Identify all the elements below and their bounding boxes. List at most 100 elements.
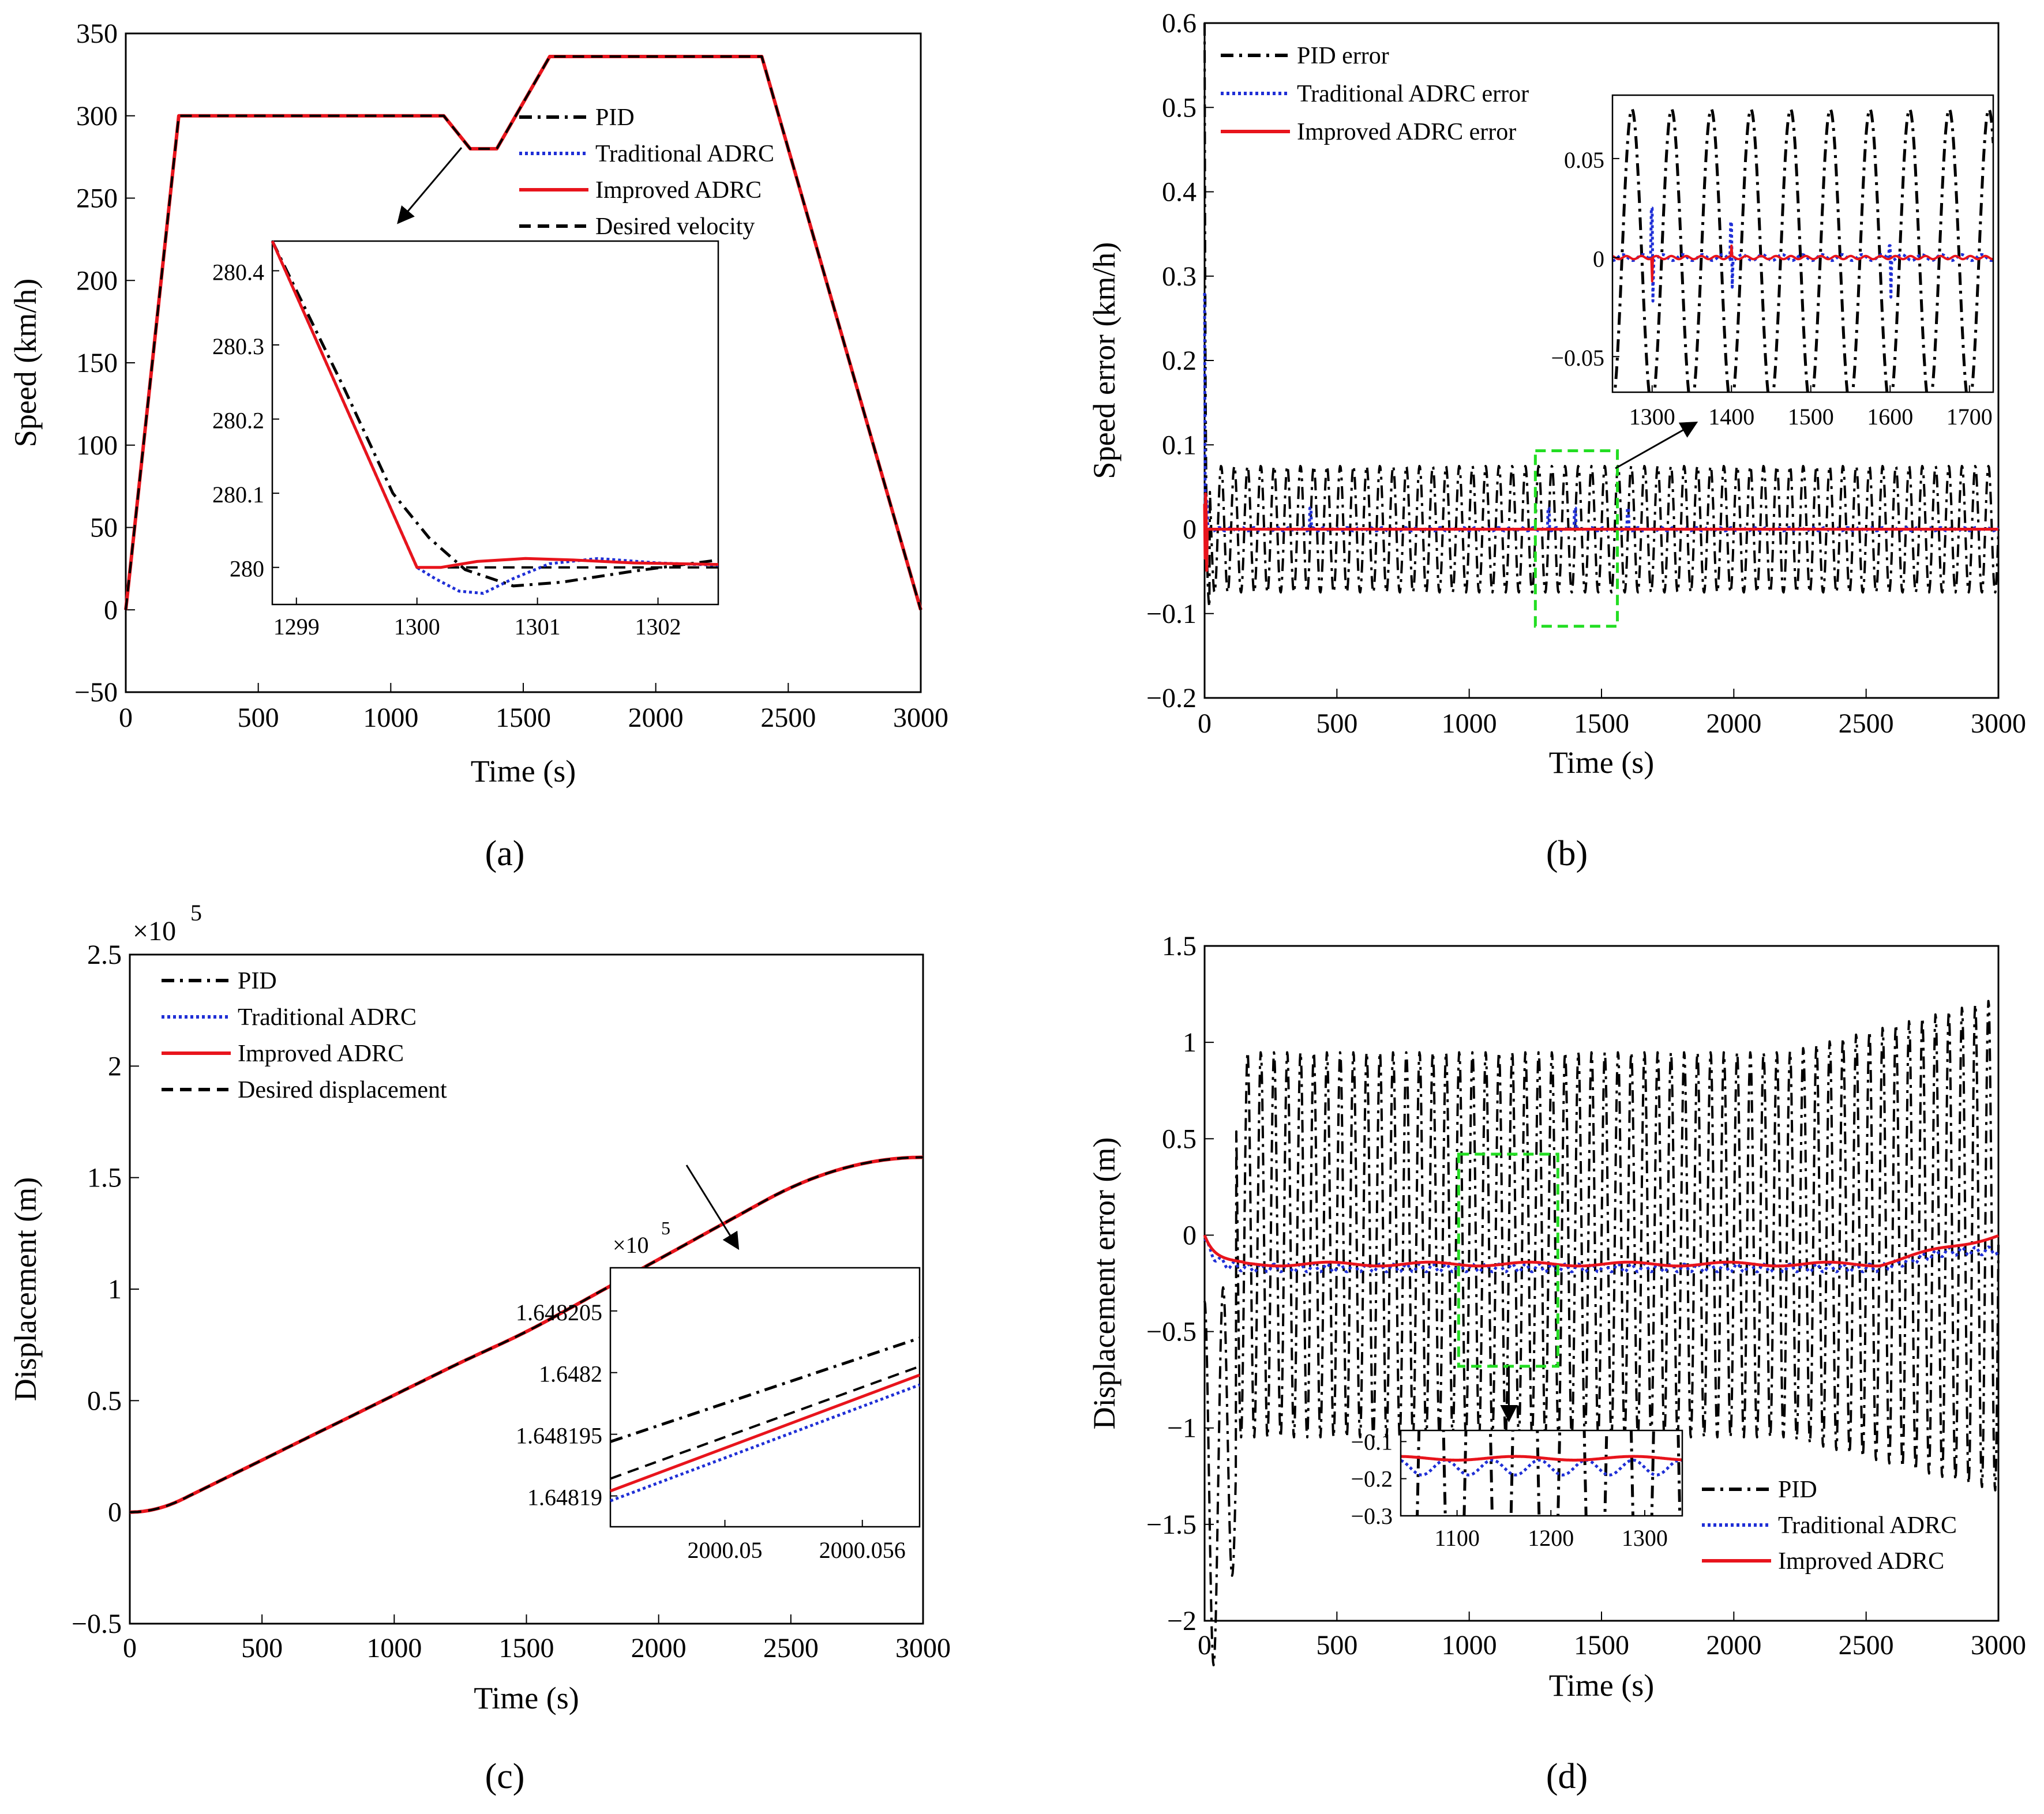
x-tick-label: 3000: [1971, 708, 2026, 739]
inset-y-tick-label: 0.05: [1564, 147, 1604, 173]
y-tick-label: 0.6: [1162, 8, 1197, 39]
y-tick-label: −0.2: [1146, 683, 1197, 713]
inset-series-improved-adrc: [1401, 1455, 1682, 1462]
series-improved-adrc-error: [1203, 492, 2000, 572]
panel-b: 0 500 1000 1500 2000 2500 3000 −0.2 −0.1 0 0.1 0.2 0…: [1087, 8, 2026, 873]
inset-series-pid: [271, 240, 719, 588]
y-axis-label: Displacement (m): [8, 1177, 43, 1401]
inset-x-tick-label: 1500: [1788, 404, 1834, 430]
y-tick-label: 0.3: [1162, 261, 1197, 292]
legend-label-traditional-adrc-error: Traditional ADRC error: [1297, 81, 1529, 107]
inset-exponent: ×10: [613, 1232, 649, 1258]
y-tick-label: 2.5: [87, 940, 122, 970]
inset-y-tick-label: −0.1: [1351, 1429, 1393, 1455]
x-tick-label: 1500: [496, 703, 551, 733]
x-tick-label: 2500: [763, 1633, 819, 1663]
x-tick-label: 500: [241, 1633, 283, 1663]
inset-y-tick-label: 1.648205: [516, 1300, 602, 1325]
y-tick-label: 2: [108, 1051, 122, 1081]
y-axis-exponent-power: 5: [190, 900, 202, 926]
x-axis-label: Time (s): [474, 1681, 579, 1715]
inset-x-tick-label: 1600: [1867, 404, 1913, 430]
inset-axes-box: [1400, 1429, 1683, 1517]
x-tick-label: 0: [1198, 708, 1212, 739]
x-tick-label: 1500: [499, 1633, 554, 1663]
inset-series-pid: [610, 1336, 920, 1443]
y-axis-exponent: ×10: [133, 916, 176, 947]
y-tick-label: −1.5: [1146, 1509, 1197, 1540]
y-tick-label: 0.2: [1162, 345, 1197, 376]
x-tick-label: 2500: [1839, 1630, 1894, 1661]
y-tick-label: −50: [74, 677, 118, 708]
legend-label-improved-adrc: Improved ADRC: [1778, 1548, 1944, 1575]
inset-x-tick-label: 1300: [1622, 1525, 1668, 1551]
y-tick-label: 0.5: [1162, 92, 1197, 123]
y-tick-label: 0: [108, 1497, 122, 1528]
x-tick-label: 2000: [1706, 1630, 1761, 1661]
inset-series-traditional-adrc-error: [1612, 206, 1993, 303]
x-tick-label: 3000: [895, 1633, 951, 1663]
legend-label-desired-displacement: Desired displacement: [238, 1077, 447, 1103]
y-tick-label: −0.1: [1146, 599, 1197, 629]
y-tick-label: 0.1: [1162, 430, 1197, 460]
legend-label-pid-error: PID error: [1297, 43, 1389, 69]
inset-background: [272, 241, 718, 604]
y-tick-label: 0: [1183, 1220, 1197, 1250]
y-tick-label: 1: [1183, 1027, 1197, 1058]
inset-series-improved-adrc: [271, 240, 719, 569]
x-tick-label: 500: [1316, 708, 1357, 739]
panel-label: (d): [1546, 1757, 1588, 1796]
x-tick-label: 500: [1316, 1630, 1357, 1661]
inset-y-tick-label: −0.05: [1551, 345, 1604, 371]
inset-y-tick-label: −0.2: [1351, 1466, 1393, 1492]
panel-label: (b): [1546, 834, 1588, 873]
inset-plot-area: [1612, 108, 1993, 392]
panel-d: 0 500 1000 1500 2000 2500 3000 −2 −1.5 −1 −0.5 0 0.5…: [1087, 931, 2026, 1796]
inset-y-tick-label: 280.4: [212, 259, 264, 285]
zoom-region-box: [1533, 449, 1619, 628]
y-tick-label: 0.4: [1162, 177, 1197, 208]
y-tick-label: 250: [76, 183, 118, 214]
inset-x-tick-label: 1100: [1434, 1525, 1480, 1551]
inset-plot-area: [1401, 1430, 1682, 1516]
inset-x-tick-label: 1300: [1629, 404, 1675, 430]
y-axis-label: Displacement error (m): [1087, 1137, 1122, 1430]
inset-x-tick-label: 1301: [515, 614, 561, 640]
inset-y-tick-label: 0: [1593, 246, 1604, 272]
y-tick-label: 0: [1183, 514, 1197, 545]
y-tick-label: −2: [1167, 1606, 1197, 1636]
zoom-arrow: [685, 1165, 740, 1250]
y-axis-label: Speed (km/h): [8, 279, 43, 447]
x-axis-label: Time (s): [1549, 745, 1655, 780]
inset-x-tick-label: 1299: [273, 614, 320, 640]
series-traditional-adrc: [1203, 1238, 2000, 1274]
panel-a: 0 500 1000 1500 2000 2500 3000−500501001502002…: [8, 18, 948, 873]
panel-c: 0 500 1000 1500 2000 2500 3000−0.500.511.522.5…: [8, 900, 951, 1796]
inset-y-tick-label: −0.3: [1351, 1503, 1393, 1529]
inset-y-tick-label: 280.2: [212, 408, 264, 434]
y-tick-label: 200: [76, 265, 118, 296]
y-tick-label: 100: [76, 430, 118, 461]
y-tick-label: 1.5: [87, 1163, 122, 1193]
inset-axes-box: [271, 240, 719, 606]
legend-label-pid: PID: [1778, 1477, 1817, 1503]
inset-x-tick-label: 2000.05: [688, 1537, 763, 1563]
y-tick-label: 1.5: [1162, 931, 1197, 962]
inset-x-tick-label: 2000.056: [819, 1537, 906, 1563]
legend-label-improved-adrc: Improved ADRC: [238, 1041, 404, 1067]
inset-y-tick-label: 280.3: [212, 333, 264, 359]
series-desired-displacement: [129, 1156, 923, 1513]
y-tick-label: 0: [104, 595, 118, 625]
y-tick-label: 1: [108, 1274, 122, 1305]
y-tick-label: −0.5: [1146, 1317, 1197, 1347]
legend-label-traditional-adrc: Traditional ADRC: [1778, 1512, 1957, 1539]
x-tick-label: 1000: [1442, 708, 1497, 739]
inset-exponent-power: 5: [661, 1218, 670, 1238]
x-tick-label: 3000: [1971, 1630, 2026, 1661]
x-tick-label: 1500: [1574, 708, 1629, 739]
x-tick-label: 2000: [631, 1633, 687, 1663]
y-tick-label: 350: [76, 18, 118, 49]
x-tick-label: 3000: [893, 703, 948, 733]
inset-x-tick-label: 1302: [635, 614, 681, 640]
y-tick-label: 0.5: [87, 1385, 122, 1416]
